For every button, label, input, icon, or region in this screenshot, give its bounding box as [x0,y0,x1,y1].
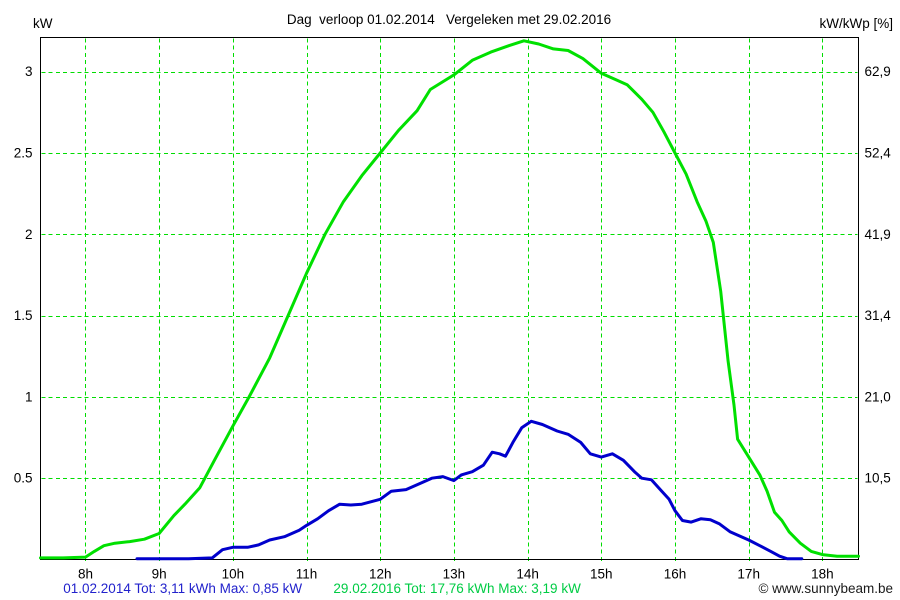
series1-stats-text: 01.02.2014 Tot: 3,11 kWh Max: 0,85 kW [63,581,302,596]
series-line-01.02.2014 [135,419,804,561]
y-axis-left-tick-label: 1 [25,389,33,404]
y-axis-left-tick-label: 2.5 [14,145,33,160]
y-axis-right-tick-label: 62,9 [865,64,891,79]
series-stats-line: 01.02.2014 Tot: 3,11 kWh Max: 0,85 kW 29… [37,581,600,596]
x-axis-tick-label: 11h [296,567,318,582]
x-axis-tick-label: 8h [78,567,93,582]
x-axis-tick-label: 10h [222,567,245,582]
x-axis-tick-label: 13h [443,567,466,582]
left-axis-unit-label: kW [33,16,53,31]
x-axis-tick-label: 16h [664,567,687,582]
x-axis-tick-label: 15h [590,567,613,582]
y-axis-left-tick-label: 0.5 [14,471,33,486]
y-axis-right-tick-label: 41,9 [865,227,891,242]
y-axis-left-tick-label: 1.5 [14,308,33,323]
series2-stats-text: 29.02.2016 Tot: 17,76 kWh Max: 3,19 kW [333,581,581,596]
data-series [39,39,860,561]
gridlines [41,38,858,564]
y-axis-left-tick-label: 2 [25,227,33,242]
y-axis-right-tick-label: 21,0 [865,389,891,404]
x-axis-tick-label: 9h [152,567,167,582]
right-axis-unit-label: kW/kWp [%] [820,16,894,31]
axis-tick-labels: 8h 9h 10h 11h 12h 13h 14h 15h 16h 17h 18h 0.5 10,5 1 2… [14,64,892,581]
y-axis-right-tick-label: 52,4 [865,145,892,160]
y-axis-left-tick-label: 3 [25,64,33,79]
y-axis-right-tick-label: 31,4 [865,308,892,323]
copyright-label: © www.sunnybeam.be [758,581,893,596]
x-axis-tick-label: 18h [811,567,834,582]
x-axis-tick-label: 14h [516,567,539,582]
plot-area-border [40,37,859,560]
x-axis-tick-label: 12h [369,567,392,582]
series-line-29.02.2016 [39,39,860,560]
x-axis-tick-label: 17h [737,567,760,582]
chart-title: Dag verloop 01.02.2014 Vergeleken met 29… [287,12,611,27]
y-axis-right-tick-label: 10,5 [865,471,891,486]
